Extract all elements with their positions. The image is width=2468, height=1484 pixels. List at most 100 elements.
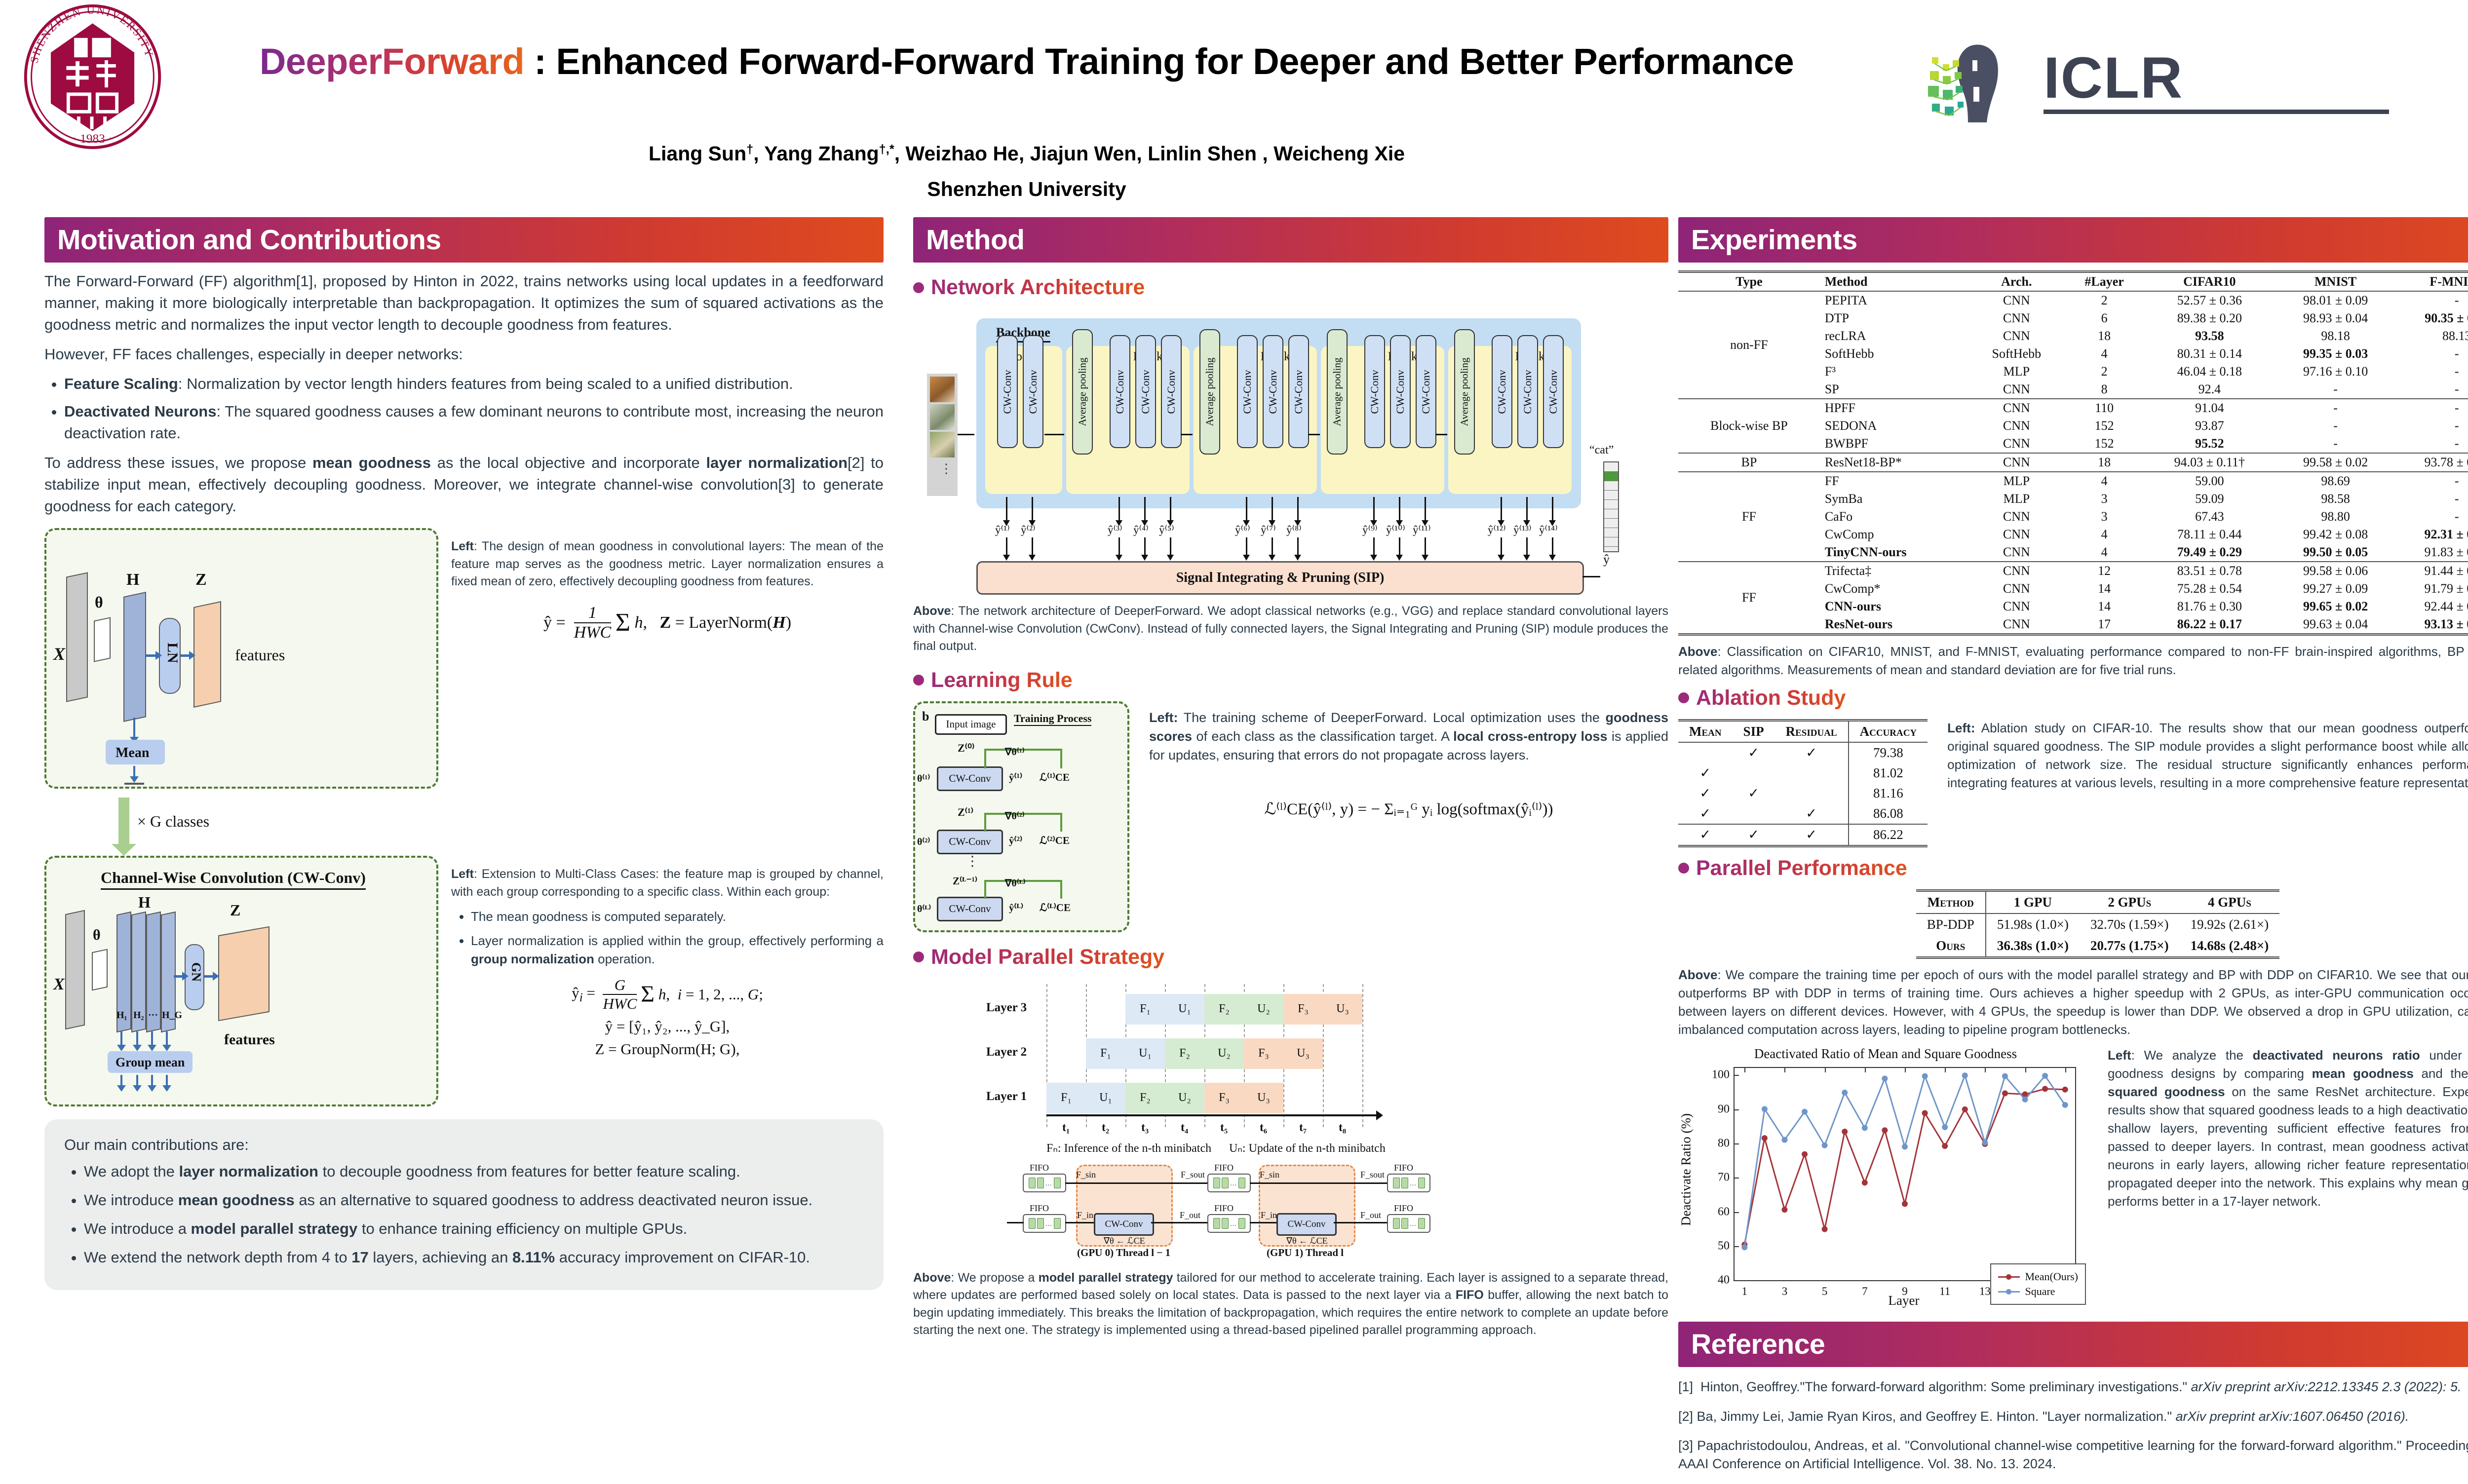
arrow-b2-b3 xyxy=(1181,434,1193,435)
label-yhat-5: ŷ⁽⁵⁾ xyxy=(1159,524,1174,536)
feature-map-H xyxy=(123,592,146,723)
chart-y-tickmark xyxy=(1735,1143,1739,1145)
group-mean-block xyxy=(108,1051,193,1073)
output-tensor-Z xyxy=(193,601,221,708)
chart-x-tickmark xyxy=(2025,1068,2026,1073)
column-motivation: Motivation and Contributions The Forward… xyxy=(44,217,884,1291)
fifo-bottom-0: … xyxy=(1023,1214,1066,1233)
vec-cell xyxy=(1604,481,1618,491)
figure-cwconv-title: Channel-Wise Convolution (CW-Conv) xyxy=(101,869,366,890)
table-row: SP CNN 8 92.4- - xyxy=(1678,381,2468,399)
label-z0: Z⁽⁰⁾ xyxy=(958,741,975,754)
reference-item: [1] Hinton, Geoffrey."The forward-forwar… xyxy=(1678,1379,2462,1395)
cell-l3-U2: U₂ xyxy=(1244,993,1283,1025)
caption-ablation: Left: Ablation study on CIFAR-10. The re… xyxy=(1947,720,2468,790)
table-row: recLRA CNN 18 93.58 98.18 88.13 xyxy=(1824,329,2468,343)
chart-point xyxy=(1821,1142,1828,1149)
arrow-sip-to-output xyxy=(1582,576,1600,577)
list-item: We extend the network depth from 4 to 17… xyxy=(84,1247,864,1268)
chart-line-1 xyxy=(1743,1073,2066,1248)
group-label-nonff: non-FF xyxy=(1730,338,1768,352)
avgpool-3: Average pooling xyxy=(1327,329,1348,455)
tick-t4: t₄ xyxy=(1181,1121,1189,1134)
figure-mean-goodness-side: Left: The design of mean goodness in con… xyxy=(451,528,884,655)
figure-cwconv-side: Left: Extension to Multi-Class Cases: th… xyxy=(451,856,884,1063)
arrow-yhat-2 xyxy=(1029,497,1036,526)
cell-l3-U1: U₁ xyxy=(1165,993,1204,1025)
table-row: CwComp CNN 4 78.11 ± 0.44 99.42 ± 0.08 92.31 … xyxy=(1824,527,2468,541)
cwconv-9: CW-Conv xyxy=(1364,335,1385,448)
cell-l2-U2: U₂ xyxy=(1204,1038,1244,1069)
label-Z: Z xyxy=(195,571,207,589)
label-theta1: θ⁽¹⁾ xyxy=(917,773,930,784)
label-yhat-14: ŷ⁽¹⁴⁾ xyxy=(1539,524,1558,536)
label-yhat-3: ŷ⁽³⁾ xyxy=(1108,524,1122,536)
kernel-shape xyxy=(92,949,108,991)
table-row: CNN-ours CNN 14 81.76 ± 0.30 99.65 ± 0.02 92.… xyxy=(1824,599,2468,613)
caption-model-parallel: Above: We propose a model parallel strat… xyxy=(913,1270,1669,1337)
fifo-top-2: … xyxy=(1387,1173,1430,1192)
table-row: Ours 36.38s (1.0×) 20.77s (1.75×) 14.68s (2… xyxy=(1916,935,2280,958)
chart-point xyxy=(1821,1226,1828,1233)
main-results-table: Type Method Arch. #Layer CIFAR10 MNIST F… xyxy=(1678,270,2468,636)
cwconv-layer-L: CW-Conv xyxy=(937,896,1003,921)
motivation-paragraph-2: However, FF faces challenges, especially… xyxy=(44,345,463,363)
table-row: SoftHebb SoftHebb 4 80.31 ± 0.14 99.35 ± 0.0… xyxy=(1824,346,2459,361)
caption-cwconv: Left: Extension to Multi-Class Cases: th… xyxy=(451,867,884,899)
label-zL: Z⁽ᴸ⁻¹⁾ xyxy=(953,875,978,887)
arrow-yhat-4 xyxy=(1141,497,1148,526)
chart-y-tick: 40 xyxy=(1718,1273,1730,1287)
arrow-sip-5 xyxy=(1167,537,1174,561)
challenges-list: Feature Scaling: Normalization by vector… xyxy=(44,373,884,444)
label-H2: H₂ xyxy=(133,1010,144,1021)
cell-l1-F3: F₃ xyxy=(1204,1082,1244,1113)
chart-point xyxy=(1802,1109,1808,1115)
vertical-ellipsis-icon: ⋮ xyxy=(965,853,979,869)
bullet-dot-icon xyxy=(1678,692,1689,704)
label-output-yhat: ŷ xyxy=(1603,552,1610,567)
chart-point xyxy=(1861,1180,1868,1186)
label-yhat-4: ŷ⁽⁴⁾ xyxy=(1133,524,1149,536)
iclr-underline xyxy=(2044,110,2389,114)
chart-y-tickmark xyxy=(1735,1109,1739,1110)
training-process-label: Training Process xyxy=(1014,712,1092,726)
time-axis xyxy=(1046,1110,1383,1120)
fifo-bottom-1: … xyxy=(1207,1214,1251,1233)
contributions-box: Our main contributions are: We adopt the… xyxy=(44,1119,884,1291)
vec-cell xyxy=(1604,500,1618,509)
table-row: FF FF MLP 4 59.00 98.69- xyxy=(1678,472,2468,524)
pipeline-arrow-3 xyxy=(1334,1221,1387,1223)
arrow-sip-12 xyxy=(1498,537,1504,561)
vec-cell-active xyxy=(1604,472,1618,481)
chart-point xyxy=(2002,1073,2008,1080)
arrow-group-2 xyxy=(133,1031,142,1052)
table-row: SEDONA CNN 152 93.87- - xyxy=(1824,419,2459,433)
label-mean: Mean xyxy=(116,745,150,761)
arrow-H-to-mean xyxy=(130,718,139,744)
caption-deactivated-ratio: Left: We analyze the deactivated neurons… xyxy=(2108,1048,2468,1209)
label-dots: ··· xyxy=(148,1010,158,1021)
label-yhat-10: ŷ⁽¹⁰⁾ xyxy=(1386,524,1405,536)
input-tensor-shape xyxy=(66,572,88,702)
chart-point xyxy=(1922,1073,1928,1080)
panel-letter-b: b xyxy=(922,709,929,723)
label-H: H xyxy=(126,571,140,589)
arrow-group-4 xyxy=(162,1031,171,1052)
section-band-reference: Reference xyxy=(1678,1322,2468,1368)
chart-point xyxy=(1741,1244,1748,1251)
avgpool-1: Average pooling xyxy=(1072,329,1093,455)
col-1gpu: 1 GPU xyxy=(1985,890,2080,913)
label-fout-0: F_out xyxy=(1180,1210,1201,1220)
label-yhat-12: ŷ⁽¹²⁾ xyxy=(1488,524,1506,536)
input-image-strip: ⋮ xyxy=(927,374,958,496)
table-row: TinyCNN-ours CNN 4 79.49 ± 0.29 99.50 ± 0.05… xyxy=(1678,543,2468,562)
section-title-motivation: Motivation and Contributions xyxy=(57,224,441,256)
chart-x-tickmark xyxy=(1744,1068,1746,1073)
subhead-network-architecture: Network Architecture xyxy=(913,275,1668,300)
contributions-intro: Our main contributions are: xyxy=(64,1136,249,1154)
label-layer-3: Layer 3 xyxy=(986,1000,1027,1014)
caption-learning-rule: Left: The training scheme of DeeperForwa… xyxy=(1149,710,1668,763)
col-cifar10: CIFAR10 xyxy=(2183,274,2236,289)
label-g-classes: × G classes xyxy=(137,812,210,830)
challenge-term: Deactivated Neurons xyxy=(64,403,217,420)
